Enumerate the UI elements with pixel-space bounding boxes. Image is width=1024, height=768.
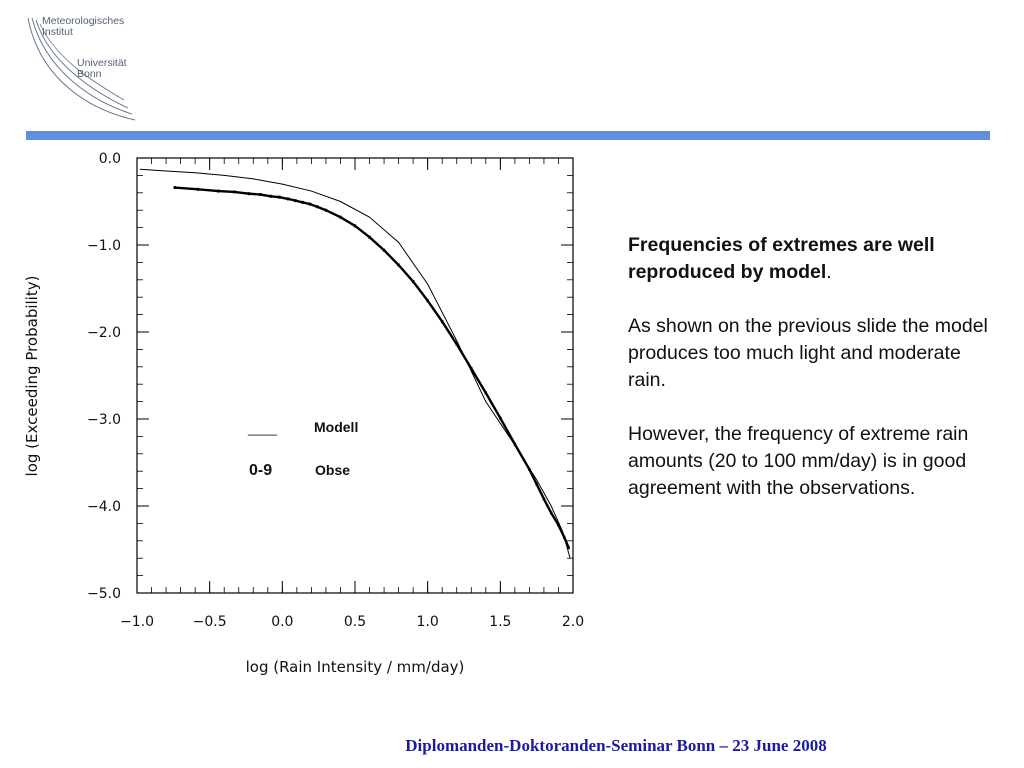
obse-point <box>339 215 342 219</box>
obse-point <box>528 467 531 471</box>
obse-point <box>353 224 357 228</box>
plot-frame <box>136 157 574 594</box>
obse-point <box>563 535 566 539</box>
logo-line-1: Meteorologisches <box>42 15 125 27</box>
obse-point <box>550 511 553 515</box>
obse-point <box>247 192 251 196</box>
x-axis-label: log (Rain Intensity / mm/day) <box>246 658 465 676</box>
logo-line-3: Universität <box>77 57 127 69</box>
paragraph-3: However, the frequency of extreme rain a… <box>628 423 969 499</box>
paragraph-2: As shown on the previous slide the model… <box>628 315 988 391</box>
obse-point <box>301 200 304 204</box>
obse-point <box>411 280 415 284</box>
y-tick-label: −3.0 <box>87 412 121 428</box>
obse-point <box>513 442 517 446</box>
obse-point <box>470 367 473 371</box>
obse-point <box>368 235 371 239</box>
paragraph-1-end: . <box>826 261 832 283</box>
logo-line-4: Bonn <box>77 68 102 80</box>
y-tick-label: −4.0 <box>87 499 121 515</box>
obse-point <box>217 189 220 193</box>
obse-point <box>196 187 200 191</box>
obse-point <box>286 197 290 201</box>
logo-swoosh-icon <box>27 17 136 121</box>
legend-marker-sample: 0-9 <box>249 462 272 479</box>
series-trace-obse <box>174 186 570 549</box>
legend-line-label: Modell <box>314 419 358 435</box>
university-logo: Meteorologisches Institut Universität Bo… <box>20 10 150 125</box>
x-tick-label: 0.0 <box>271 614 293 630</box>
y-tick-label: 0.0 <box>99 151 121 167</box>
obse-point <box>542 497 546 501</box>
obse-point <box>567 546 570 550</box>
obse-point <box>535 482 538 486</box>
paragraph-1: Frequencies of extremes are well reprodu… <box>628 232 998 286</box>
obse-point <box>269 194 272 198</box>
obse-point <box>324 208 328 212</box>
legend-marker-label: Obse <box>315 462 350 478</box>
x-tick-label: −0.5 <box>193 614 227 630</box>
logo-line-2: Institut <box>42 26 73 38</box>
x-tick-label: 1.5 <box>489 614 511 630</box>
footer-text: Diplomanden-Doktoranden-Seminar Bonn – 2… <box>405 736 827 755</box>
x-tick-label: −1.0 <box>120 614 154 630</box>
obse-point <box>233 190 236 194</box>
header-divider-bar <box>26 131 990 140</box>
y-tick-label: −1.0 <box>87 238 121 254</box>
y-tick-label: −5.0 <box>87 586 121 602</box>
paragraph-1-bold: Frequencies of extremes are well reprodu… <box>628 234 935 283</box>
obse-point <box>426 299 429 303</box>
legend-line-sample: ____ <box>247 421 278 436</box>
series-line-modell <box>139 168 571 559</box>
chart-container: −1.0 −0.5 0.0 0.5 1.0 1.5 2.0 0.0 −1.0 −2.0 −3.0 −4… <box>18 145 608 685</box>
y-tick-label: −2.0 <box>87 325 121 341</box>
x-tick-label: 0.5 <box>344 614 366 630</box>
obse-point <box>484 391 487 395</box>
obse-point <box>278 195 281 199</box>
obse-point <box>173 186 176 190</box>
obse-point <box>441 320 444 324</box>
x-tick-label: 1.0 <box>417 614 439 630</box>
y-axis-label: log (Exceeding Probability) <box>23 276 41 477</box>
obse-point <box>308 202 312 206</box>
obse-point <box>397 263 400 267</box>
obse-point <box>557 523 560 527</box>
obse-point <box>455 342 458 346</box>
obse-point <box>499 416 502 420</box>
obse-point <box>294 199 297 203</box>
exceedance-chart: −1.0 −0.5 0.0 0.5 1.0 1.5 2.0 0.0 −1.0 −2.0 −3.0 −4… <box>23 151 584 676</box>
obse-point <box>259 193 262 197</box>
obse-point <box>382 248 386 252</box>
obse-point <box>316 205 319 209</box>
explanation-text: Frequencies of extremes are well reprodu… <box>628 232 998 529</box>
x-tick-label: 2.0 <box>562 614 584 630</box>
